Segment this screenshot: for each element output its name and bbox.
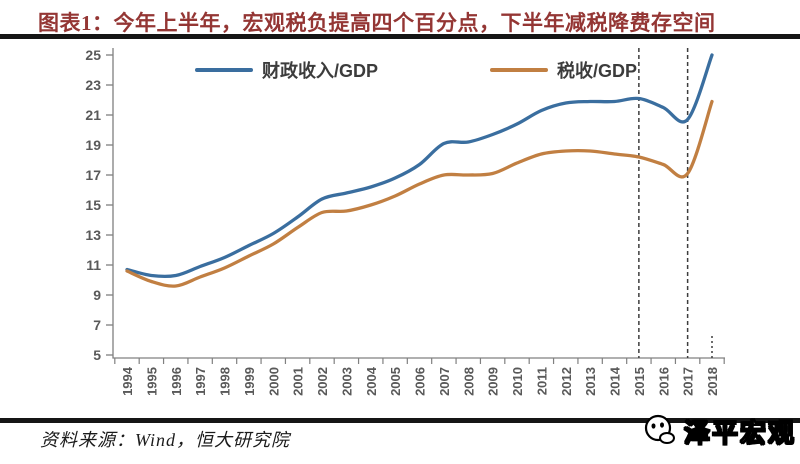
- axis-lines: [112, 48, 725, 359]
- legend-item-1: 税收/GDP: [490, 57, 637, 83]
- y-tick-label: 5: [93, 347, 101, 363]
- x-tick-label: 2008: [461, 367, 476, 396]
- title-divider-rule: [0, 34, 800, 39]
- watermark: 泽平宏观: [641, 411, 796, 451]
- footer-divider-rule: [0, 418, 800, 423]
- x-tick-label: 2011: [534, 367, 549, 395]
- y-tick-label: 23: [85, 77, 101, 93]
- legend-line-swatch-icon: [490, 68, 549, 72]
- y-tick-label: 21: [85, 107, 101, 123]
- y-tick-label: 7: [93, 317, 101, 333]
- x-tick-label: 1999: [242, 367, 257, 396]
- chart-legend: 财政收入/GDP 税收/GDP: [195, 57, 637, 83]
- x-tick-label: 2015: [632, 367, 647, 396]
- y-tick-label: 15: [85, 197, 101, 213]
- y-tick-label: 17: [85, 167, 101, 183]
- chart-title: 图表1：今年上半年，宏观税负提高四个百分点，下半年减税降费存空间: [38, 11, 716, 35]
- x-tick-label: 2002: [315, 367, 330, 396]
- legend-line-swatch-icon: [195, 68, 253, 72]
- x-tick-label: 2010: [510, 367, 525, 396]
- x-tick-label: 2001: [291, 367, 306, 396]
- x-tick-label: 2009: [486, 367, 501, 396]
- x-tick-label: 2017: [681, 367, 696, 396]
- x-tick-label: 2005: [388, 367, 403, 396]
- x-tick-label: 2013: [583, 367, 598, 396]
- x-tick-label: 2004: [364, 366, 379, 396]
- x-tick-label: 2006: [413, 367, 428, 396]
- x-tick-label: 2016: [656, 367, 671, 396]
- x-tick-label: 2018: [705, 367, 720, 396]
- x-tick-label: 2014: [608, 366, 623, 396]
- legend-label: 财政收入/GDP: [262, 61, 379, 81]
- y-tick-label: 13: [85, 227, 101, 243]
- x-tick-label: 1995: [144, 367, 159, 396]
- x-tick-label: 1997: [193, 367, 208, 396]
- watermark-text: 泽平宏观: [683, 418, 796, 448]
- series-line-0: [125, 53, 714, 279]
- watermark-face-icon: [644, 414, 675, 444]
- x-tick-label: 1994: [120, 366, 135, 396]
- x-tick-label: 2003: [339, 367, 354, 396]
- data-source-label: 资料来源：Wind，恒大研究院: [40, 430, 291, 450]
- x-tick-label: 2007: [437, 367, 452, 396]
- y-tick-label: 19: [85, 137, 101, 153]
- x-tick-label: 1998: [218, 367, 233, 396]
- x-tick-label: 2000: [266, 367, 281, 396]
- x-tick-label: 2012: [559, 367, 574, 396]
- x-tick-label: 1996: [169, 367, 184, 396]
- y-tick-label: 9: [93, 287, 101, 303]
- legend-label: 税收/GDP: [557, 61, 638, 81]
- series-line-1: [125, 99, 714, 288]
- legend-item-0: 财政收入/GDP: [195, 57, 378, 83]
- y-tick-label: 25: [85, 47, 101, 63]
- y-tick-label: 11: [86, 257, 101, 273]
